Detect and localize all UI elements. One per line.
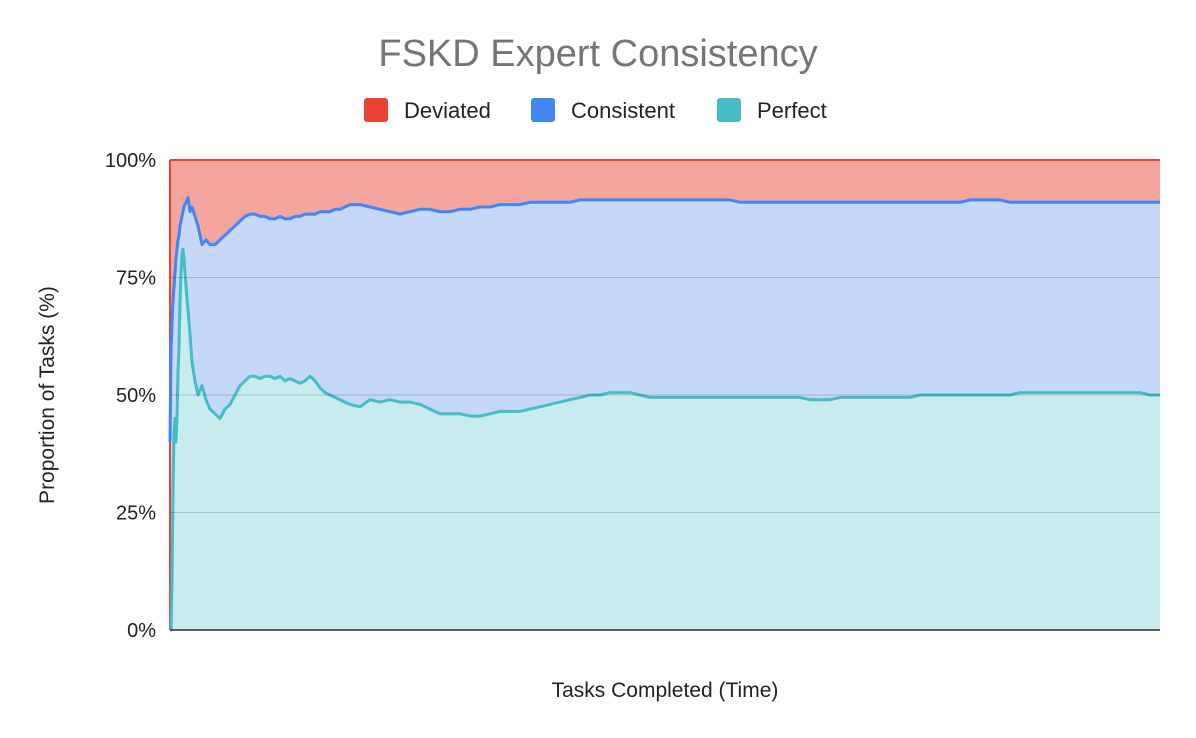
gridlines bbox=[170, 277, 1160, 513]
y-tick-label: 0% bbox=[127, 620, 156, 642]
legend-swatch-deviated bbox=[364, 98, 388, 122]
y-tick-label: 75% bbox=[116, 268, 156, 290]
area-perfect bbox=[170, 249, 1160, 631]
line-consistent bbox=[168, 196, 1160, 443]
chart-title: FSKD Expert Consistency bbox=[378, 33, 817, 75]
line-perfect bbox=[169, 247, 1160, 632]
plot-area bbox=[168, 159, 1160, 632]
y-axis-ticks: 0% 25% 50% 75% 100% bbox=[105, 150, 156, 642]
legend-label-perfect: Perfect bbox=[757, 98, 827, 123]
y-tick-label: 100% bbox=[105, 150, 156, 172]
legend: Deviated Consistent Perfect bbox=[364, 98, 827, 123]
legend-swatch-perfect bbox=[717, 98, 741, 122]
legend-swatch-consistent bbox=[531, 98, 555, 122]
y-tick-label: 25% bbox=[116, 503, 156, 525]
legend-label-consistent: Consistent bbox=[571, 98, 675, 123]
legend-label-deviated: Deviated bbox=[404, 98, 491, 123]
y-tick-label: 50% bbox=[116, 385, 156, 407]
y-axis-label: Proportion of Tasks (%) bbox=[36, 286, 59, 504]
x-axis-label: Tasks Completed (Time) bbox=[552, 679, 779, 702]
